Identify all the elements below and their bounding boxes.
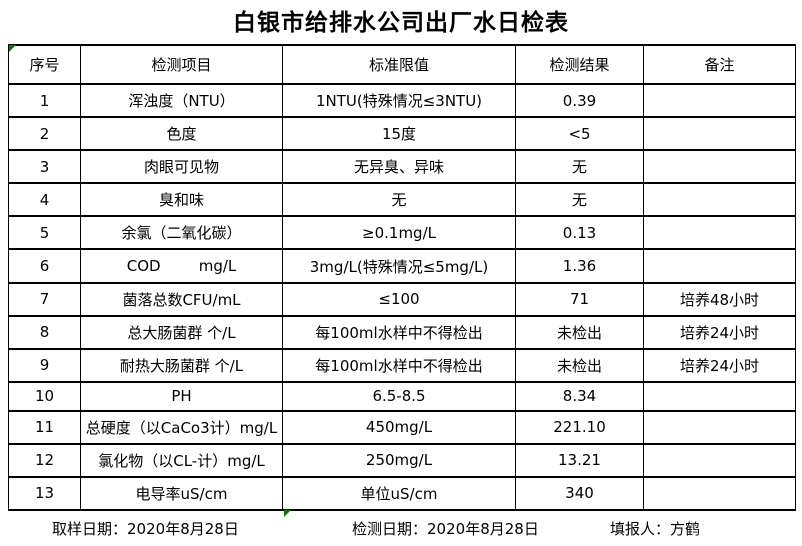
cell-note-row3[interactable]	[643, 149, 796, 185]
cell-no-row8[interactable]: 8	[8, 314, 81, 350]
cell-no-row3[interactable]: 3	[8, 149, 81, 185]
cell-no-row13[interactable]: 13	[8, 475, 81, 512]
sampling-date: 取样日期：2020年8月28日	[52, 518, 239, 539]
cell-result-row12[interactable]: 13.21	[515, 442, 644, 478]
cell-result-row7[interactable]: 71	[515, 281, 644, 317]
cell-no-row9[interactable]: 9	[8, 347, 81, 383]
table-row: 11 总硬度（以CaCo3计）mg/L 450mg/L 221.10	[8, 409, 796, 445]
cell-note-row6[interactable]	[643, 248, 796, 284]
table-row: 4 臭和味无无	[8, 182, 796, 218]
cell-no-row10[interactable]: 10	[8, 380, 81, 412]
cell-limit-row4[interactable]: 无	[282, 182, 516, 218]
cell-no-row2[interactable]: 2	[8, 116, 81, 152]
table-row: 13 电导率uS/cm 单位uS/cm 340	[8, 475, 796, 512]
cell-item-row1[interactable]: 浑浊度（NTU）	[80, 82, 283, 119]
column-header-0: 序号	[8, 44, 81, 85]
cell-result-row1[interactable]: 0.39	[515, 82, 644, 119]
cell-result-row8[interactable]: 未检出	[515, 314, 644, 350]
table-row: 8 总大肠菌群 个/L 每100ml水样中不得检出 未检出 培养24小时	[8, 314, 796, 350]
cell-limit-row5[interactable]: ≥0.1mg/L	[282, 215, 516, 251]
table-row: 5 余氯（二氧化碳） ≥0.1mg/L 0.13	[8, 215, 796, 251]
table-row: 2 色度 15度 <5	[8, 116, 796, 152]
cell-result-row9[interactable]: 未检出	[515, 347, 644, 383]
column-header-2: 标准限值	[282, 44, 516, 85]
sampling-date-label: 取样日期：	[52, 520, 128, 538]
column-header-1: 检测项目	[80, 44, 283, 85]
cell-note-row12[interactable]	[643, 442, 796, 478]
cell-result-row6[interactable]: 1.36	[515, 248, 644, 284]
cell-no-row11[interactable]: 11	[8, 409, 81, 445]
cell-note-row11[interactable]	[643, 409, 796, 445]
cell-limit-row2[interactable]: 15度	[282, 116, 516, 152]
cell-note-row8[interactable]: 培养24小时	[643, 314, 796, 350]
test-date-label: 检测日期：	[352, 520, 428, 538]
cell-no-row7[interactable]: 7	[8, 281, 81, 317]
cell-limit-row3[interactable]: 无异臭、异味	[282, 149, 516, 185]
sampling-date-value: 2020年8月28日	[127, 520, 239, 538]
table-row: 6 COD mg/L 3mg/L(特殊情况≤5mg/L) 1.36	[8, 248, 796, 284]
reporter: 填报人：方鹤	[610, 518, 700, 539]
excel-error-indicator-icon	[284, 510, 291, 517]
cell-no-row5[interactable]: 5	[8, 215, 81, 251]
inspection-table: 序号 检测项目 标准限值 检测结果 备注 1 浑浊度（NTU） 1NTU(特殊情况≤3NTU…	[8, 44, 796, 512]
cell-no-row1[interactable]: 1	[8, 82, 81, 119]
cell-result-row3[interactable]: 无	[515, 149, 644, 185]
cell-item-row4[interactable]: 臭和味	[80, 182, 283, 218]
table-row: 12 氯化物（以CL-计）mg/L 250mg/L 13.21	[8, 442, 796, 478]
cell-no-row4[interactable]: 4	[8, 182, 81, 218]
cell-note-row5[interactable]	[643, 215, 796, 251]
table-row: 10 PH 6.5-8.5 8.34	[8, 380, 796, 412]
cell-note-row2[interactable]	[643, 116, 796, 152]
cell-item-row8[interactable]: 总大肠菌群 个/L	[80, 314, 283, 350]
cell-item-row13[interactable]: 电导率uS/cm	[80, 475, 283, 512]
table-row: 9 耐热大肠菌群 个/L 每100ml水样中不得检出 未检出 培养24小时	[8, 347, 796, 383]
cell-note-row9[interactable]: 培养24小时	[643, 347, 796, 383]
cell-note-row10[interactable]	[643, 380, 796, 412]
cell-limit-row1[interactable]: 1NTU(特殊情况≤3NTU)	[282, 82, 516, 119]
page-title: 白银市给排水公司出厂水日检表	[233, 10, 569, 36]
cell-item-row11[interactable]: 总硬度（以CaCo3计）mg/L	[80, 409, 283, 445]
cell-note-row4[interactable]	[643, 182, 796, 218]
cell-item-row7[interactable]: 菌落总数CFU/mL	[80, 281, 283, 317]
cell-result-row11[interactable]: 221.10	[515, 409, 644, 445]
cell-limit-row8[interactable]: 每100ml水样中不得检出	[282, 314, 516, 350]
cell-limit-row6[interactable]: 3mg/L(特殊情况≤5mg/L)	[282, 248, 516, 284]
cell-note-row7[interactable]: 培养48小时	[643, 281, 796, 317]
cell-limit-row9[interactable]: 每100ml水样中不得检出	[282, 347, 516, 383]
table-row: 7 菌落总数CFU/mL ≤100 71 培养48小时	[8, 281, 796, 317]
cell-item-row2[interactable]: 色度	[80, 116, 283, 152]
cell-no-row12[interactable]: 12	[8, 442, 81, 478]
test-date: 检测日期：2020年8月28日	[352, 518, 539, 539]
cell-result-row10[interactable]: 8.34	[515, 380, 644, 412]
cell-limit-row7[interactable]: ≤100	[282, 281, 516, 317]
reporter-label: 填报人：	[610, 520, 671, 538]
header-row: 序号 检测项目 标准限值 检测结果 备注	[8, 44, 796, 85]
table-body: 1 浑浊度（NTU） 1NTU(特殊情况≤3NTU) 0.39 2 色度 15度 <5 3 肉眼可…	[8, 82, 796, 512]
cell-limit-row11[interactable]: 450mg/L	[282, 409, 516, 445]
excel-error-indicator-icon	[9, 45, 16, 52]
cell-result-row5[interactable]: 0.13	[515, 215, 644, 251]
reporter-value: 方鹤	[670, 520, 701, 538]
table-row: 3 肉眼可见物 无异臭、异味无	[8, 149, 796, 185]
cell-item-row10[interactable]: PH	[80, 380, 283, 412]
cell-item-row6[interactable]: COD mg/L	[80, 248, 283, 284]
column-header-4: 备注	[643, 44, 796, 85]
cell-limit-row10[interactable]: 6.5-8.5	[282, 380, 516, 412]
cell-item-row5[interactable]: 余氯（二氧化碳）	[80, 215, 283, 251]
cell-no-row6[interactable]: 6	[8, 248, 81, 284]
cell-item-row12[interactable]: 氯化物（以CL-计）mg/L	[80, 442, 283, 478]
cell-limit-row12[interactable]: 250mg/L	[282, 442, 516, 478]
column-header-3: 检测结果	[515, 44, 644, 85]
table-row: 1 浑浊度（NTU） 1NTU(特殊情况≤3NTU) 0.39	[8, 82, 796, 119]
cell-result-row2[interactable]: <5	[515, 116, 644, 152]
cell-result-row4[interactable]: 无	[515, 182, 644, 218]
cell-item-row3[interactable]: 肉眼可见物	[80, 149, 283, 185]
cell-note-row13[interactable]	[643, 475, 796, 512]
cell-item-row9[interactable]: 耐热大肠菌群 个/L	[80, 347, 283, 383]
cell-result-row13[interactable]: 340	[515, 475, 644, 512]
cell-limit-row13[interactable]: 单位uS/cm	[282, 475, 516, 512]
test-date-value: 2020年8月28日	[427, 520, 539, 538]
cell-note-row1[interactable]	[643, 82, 796, 119]
